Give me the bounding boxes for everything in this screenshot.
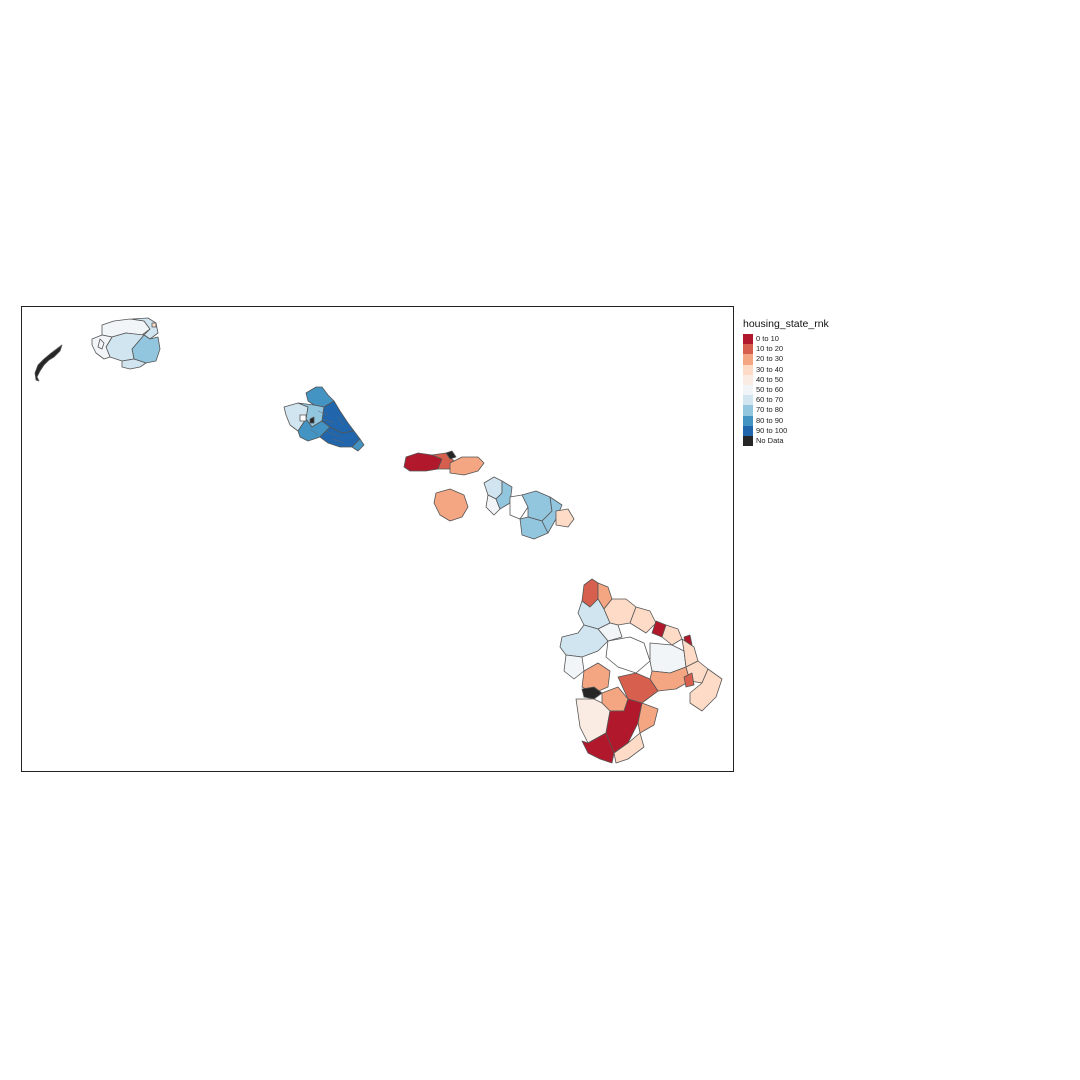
lanai-island <box>433 488 469 522</box>
legend-label: 0 to 10 <box>756 334 779 344</box>
legend-item: 90 to 100 <box>743 425 863 436</box>
legend-swatch <box>743 374 753 385</box>
legend-swatch <box>743 364 753 375</box>
legend-item: 40 to 50 <box>743 374 863 385</box>
legend-items: 0 to 10 10 to 20 20 to 30 30 to 40 40 to 50 5… <box>743 334 863 447</box>
tract-kona-center[interactable] <box>563 654 585 680</box>
tract-maui-central[interactable] <box>509 494 529 520</box>
oahu-island <box>283 386 365 452</box>
maui-island <box>483 476 575 540</box>
legend-label: 90 to 100 <box>756 425 788 435</box>
legend-swatch <box>743 415 753 426</box>
legend-swatch <box>743 384 753 396</box>
map-legend: housing_state_rnk 0 to 10 10 to 20 20 to 3… <box>743 318 863 447</box>
tract-lanai[interactable] <box>433 488 469 522</box>
tract-oahu-south-spot[interactable] <box>299 414 307 422</box>
tract-kona-nodata[interactable] <box>581 686 603 700</box>
tract-molokai-east[interactable] <box>449 456 485 476</box>
tract-kauai-south[interactable] <box>121 358 147 370</box>
legend-swatch <box>743 405 753 416</box>
tract-maui-east[interactable] <box>541 496 563 534</box>
legend-label: 30 to 40 <box>756 364 784 374</box>
hawaii-choropleth-map <box>34 317 723 764</box>
tract-oahu-east-tip[interactable] <box>351 438 365 452</box>
tract-saddle[interactable] <box>605 636 651 674</box>
legend-label: 20 to 30 <box>756 354 784 364</box>
tract-oahu-nodata[interactable] <box>309 416 315 424</box>
tract-kau-east[interactable] <box>637 702 659 734</box>
legend-item: 20 to 30 <box>743 354 863 365</box>
tract-puna-b[interactable] <box>689 668 723 712</box>
legend-title: housing_state_rnk <box>743 318 829 330</box>
tract-kauai-nw-spot[interactable] <box>151 322 157 328</box>
molokai-island <box>403 450 485 476</box>
tract-maui-west-south[interactable] <box>485 494 501 516</box>
tract-kauai-sw[interactable] <box>97 338 105 350</box>
tract-puna-spot[interactable] <box>683 672 695 688</box>
legend-item: 50 to 60 <box>743 384 863 396</box>
tract-hilo-center[interactable] <box>649 642 687 674</box>
legend-item: 0 to 10 <box>743 334 863 345</box>
legend-label: 10 to 20 <box>756 344 784 354</box>
tract-kau-southeast[interactable] <box>613 732 645 764</box>
tract-maui-west-east[interactable] <box>495 480 513 510</box>
legend-label: 70 to 80 <box>756 405 784 415</box>
tract-kona-south-a[interactable] <box>581 662 611 694</box>
tract-kau-south[interactable] <box>581 732 615 764</box>
legend-item: No Data <box>743 435 863 447</box>
legend-label: No Data <box>756 435 784 445</box>
niihau-island <box>34 344 63 382</box>
legend-label: 60 to 70 <box>756 395 784 405</box>
tract-maui-hana[interactable] <box>555 508 575 528</box>
legend-item: 10 to 20 <box>743 344 863 355</box>
legend-item: 30 to 40 <box>743 364 863 375</box>
legend-item: 70 to 80 <box>743 405 863 416</box>
tract-hamakua-east[interactable] <box>629 606 657 634</box>
legend-swatch <box>743 344 753 355</box>
legend-swatch <box>743 334 753 345</box>
map-panel <box>21 306 734 772</box>
legend-label: 80 to 90 <box>756 415 784 425</box>
kauai-island <box>91 317 161 370</box>
tract-volcano[interactable] <box>649 666 691 692</box>
hawaii-island <box>559 578 723 764</box>
tract-kona-north[interactable] <box>559 624 609 658</box>
legend-item: 80 to 90 <box>743 415 863 426</box>
legend-label: 50 to 60 <box>756 385 784 395</box>
legend-swatch <box>743 425 753 436</box>
tract-hilo-north[interactable] <box>661 624 683 646</box>
tract-molokai-kalaupapa[interactable] <box>445 450 457 460</box>
legend-label: 40 to 50 <box>756 374 784 384</box>
legend-swatch <box>743 354 753 365</box>
oahu-dense-tracts <box>309 410 345 444</box>
legend-swatch <box>743 395 753 406</box>
tract-hamakua[interactable] <box>603 598 637 626</box>
legend-swatch <box>743 435 753 447</box>
tract-niihau[interactable] <box>34 344 63 382</box>
legend-item: 60 to 70 <box>743 395 863 406</box>
